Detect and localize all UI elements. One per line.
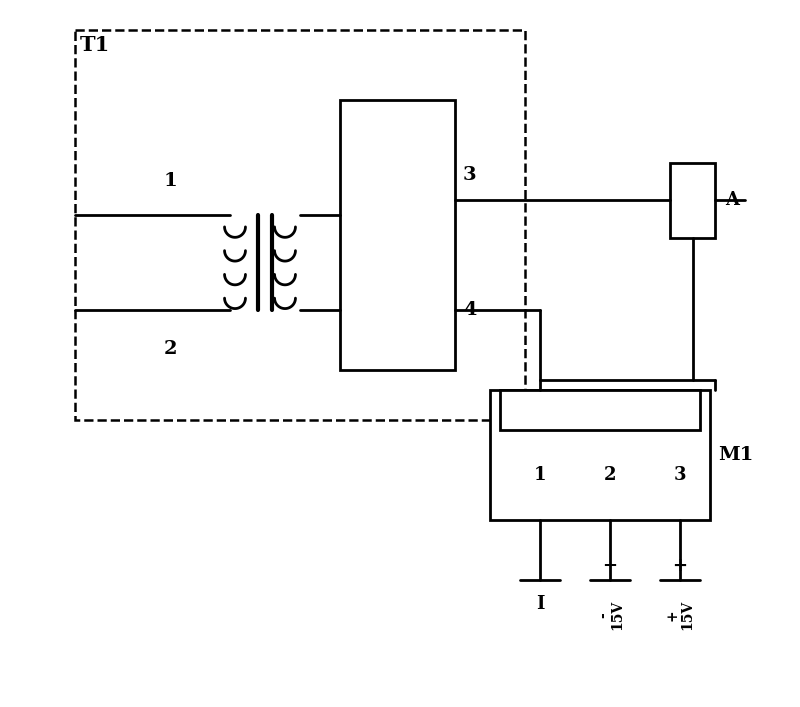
Bar bbox=[670, 163, 715, 238]
Text: 3: 3 bbox=[674, 465, 686, 484]
Text: -
15V: - 15V bbox=[596, 600, 624, 630]
Text: A: A bbox=[725, 191, 739, 209]
Text: T1: T1 bbox=[80, 35, 110, 55]
Text: 1: 1 bbox=[163, 172, 177, 190]
Text: 2: 2 bbox=[604, 465, 616, 484]
Text: −: − bbox=[602, 557, 618, 575]
Text: M1: M1 bbox=[718, 446, 754, 464]
Text: +
15V: + 15V bbox=[666, 600, 694, 630]
Text: +: + bbox=[673, 557, 687, 575]
Bar bbox=[490, 390, 710, 520]
Bar bbox=[75, 30, 525, 420]
Text: 3: 3 bbox=[463, 166, 477, 184]
Bar bbox=[500, 390, 700, 430]
Text: 4: 4 bbox=[463, 301, 477, 319]
Text: 2: 2 bbox=[163, 340, 177, 358]
Text: I: I bbox=[536, 595, 544, 613]
Text: 1: 1 bbox=[534, 465, 546, 484]
Bar bbox=[340, 100, 455, 370]
